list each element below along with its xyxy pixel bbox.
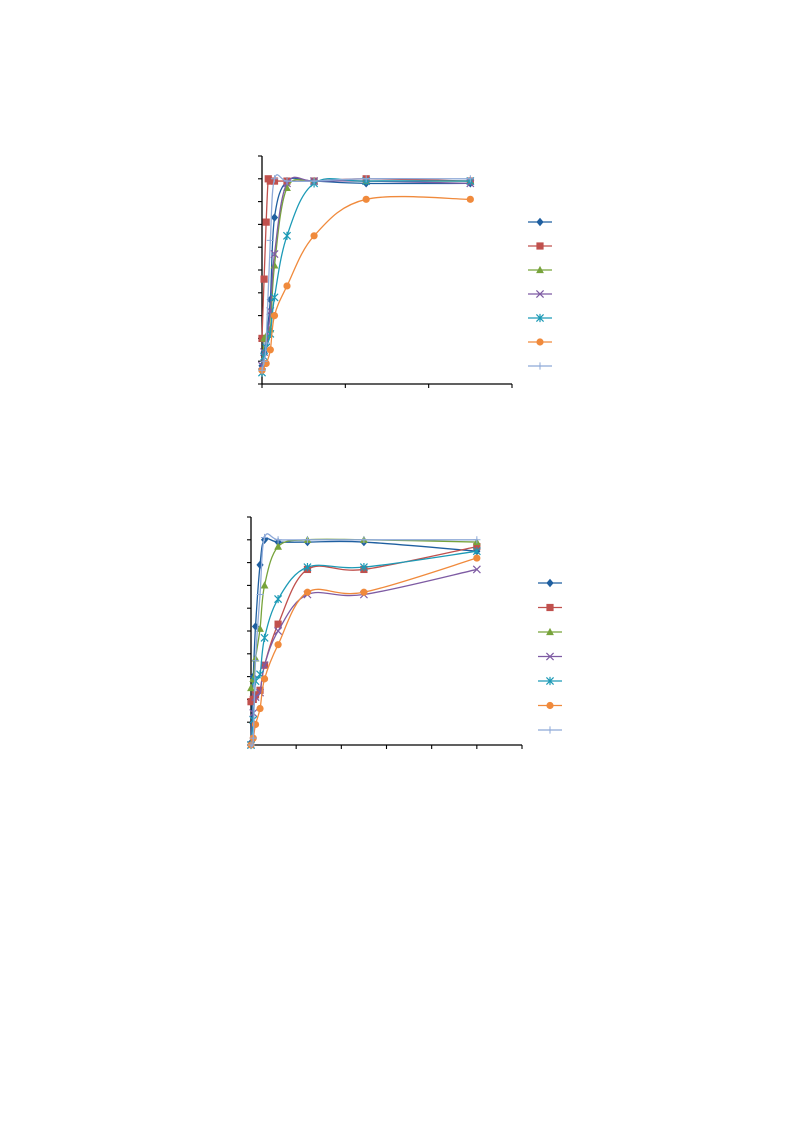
legend-entry-7 bbox=[528, 362, 552, 370]
legend-marker bbox=[545, 652, 555, 661]
series-3 bbox=[258, 176, 475, 372]
series-7-point bbox=[262, 339, 270, 347]
series-7-point bbox=[466, 175, 474, 183]
series-5-point bbox=[260, 633, 269, 642]
series-7 bbox=[258, 174, 474, 374]
series-7-point bbox=[251, 657, 260, 665]
series-4-point bbox=[270, 250, 279, 259]
legend-marker bbox=[546, 578, 554, 588]
legend-marker bbox=[536, 362, 544, 370]
series-3-line bbox=[250, 538, 477, 689]
legend-entry-4 bbox=[528, 289, 552, 299]
series-6-point bbox=[274, 641, 282, 649]
series-5-line bbox=[261, 178, 471, 373]
legend-marker bbox=[546, 627, 554, 636]
legend-marker bbox=[545, 676, 555, 686]
series-5-line bbox=[250, 550, 477, 746]
series-5-point bbox=[282, 231, 292, 240]
series-6-point bbox=[283, 282, 291, 290]
legend-entry-3 bbox=[538, 627, 562, 636]
series-5-point bbox=[303, 563, 312, 572]
series-7-point bbox=[260, 533, 269, 542]
series-5-point bbox=[359, 563, 368, 572]
series-7-point bbox=[258, 366, 266, 374]
legend-marker bbox=[546, 603, 554, 612]
legend-entry-2 bbox=[538, 603, 562, 612]
series-1-point bbox=[251, 622, 260, 631]
series-3-point bbox=[256, 624, 264, 632]
series-6-line bbox=[250, 557, 478, 746]
series-6-point bbox=[251, 720, 260, 729]
series-6-point bbox=[270, 312, 279, 320]
series-7-point bbox=[260, 357, 268, 365]
legend-entry-1 bbox=[528, 217, 552, 227]
series-7-point bbox=[473, 536, 481, 544]
series-7-point bbox=[266, 236, 274, 244]
chart-1 bbox=[257, 155, 552, 388]
series-3-point bbox=[260, 581, 269, 589]
series-6-point bbox=[256, 704, 264, 713]
series-4-point bbox=[260, 661, 269, 670]
series-1-point bbox=[256, 560, 264, 570]
series-2-point bbox=[266, 177, 274, 185]
series-6-point bbox=[466, 195, 474, 203]
series-7-point bbox=[247, 741, 255, 749]
series-6-point bbox=[310, 232, 318, 240]
series-7-point bbox=[360, 536, 368, 544]
legend-entry-3 bbox=[528, 265, 552, 274]
legend-marker bbox=[536, 217, 544, 227]
legend-marker bbox=[535, 313, 545, 323]
series-6-point bbox=[266, 346, 274, 354]
legend-entry-1 bbox=[538, 578, 562, 588]
series-6-point bbox=[362, 195, 370, 203]
series-6-point bbox=[260, 675, 269, 683]
series-3-point bbox=[247, 683, 255, 692]
series-2-point bbox=[251, 691, 260, 699]
series-3-line bbox=[261, 178, 471, 369]
series-7-point bbox=[310, 177, 318, 185]
series-7-point bbox=[303, 536, 312, 544]
series-6 bbox=[247, 554, 481, 749]
legend-marker bbox=[546, 701, 554, 710]
series-1-point bbox=[270, 213, 279, 222]
legend-entry-6 bbox=[528, 338, 552, 346]
series-2-point bbox=[274, 620, 282, 628]
series-2-point bbox=[473, 543, 481, 551]
series-5-point bbox=[270, 293, 279, 302]
legend-marker bbox=[535, 289, 545, 299]
legend-entry-5 bbox=[528, 313, 552, 323]
series-4-point bbox=[274, 626, 283, 636]
chart-2 bbox=[246, 516, 562, 750]
series-7-point bbox=[283, 177, 291, 185]
legend-entry-6 bbox=[538, 701, 562, 710]
series-7-point bbox=[249, 734, 257, 742]
legend-marker bbox=[546, 726, 554, 734]
legend-entry-2 bbox=[528, 242, 552, 250]
series-6-point bbox=[473, 554, 481, 562]
legend-marker bbox=[536, 242, 544, 250]
series-7-point bbox=[256, 590, 264, 599]
series-6 bbox=[258, 195, 474, 374]
series-7 bbox=[247, 533, 481, 749]
series-7-point bbox=[274, 536, 282, 544]
series-7-point bbox=[270, 175, 279, 183]
series-7-point bbox=[362, 175, 370, 183]
series-4-point bbox=[472, 565, 481, 574]
series-1 bbox=[258, 176, 474, 370]
series-5-point bbox=[274, 594, 283, 604]
series-3-point bbox=[274, 542, 282, 550]
legend-entry-5 bbox=[538, 676, 562, 686]
series-6-line bbox=[261, 195, 471, 371]
legend-entry-7 bbox=[538, 726, 562, 734]
series-4 bbox=[257, 176, 475, 370]
legend-marker bbox=[536, 265, 544, 274]
series-2-point bbox=[260, 275, 268, 283]
legend-entry-4 bbox=[538, 652, 562, 661]
series-5-point bbox=[472, 547, 481, 556]
series-6-point bbox=[360, 588, 368, 596]
series-6-point bbox=[303, 588, 312, 596]
series-2-point bbox=[262, 218, 270, 226]
legend-marker bbox=[536, 338, 544, 346]
